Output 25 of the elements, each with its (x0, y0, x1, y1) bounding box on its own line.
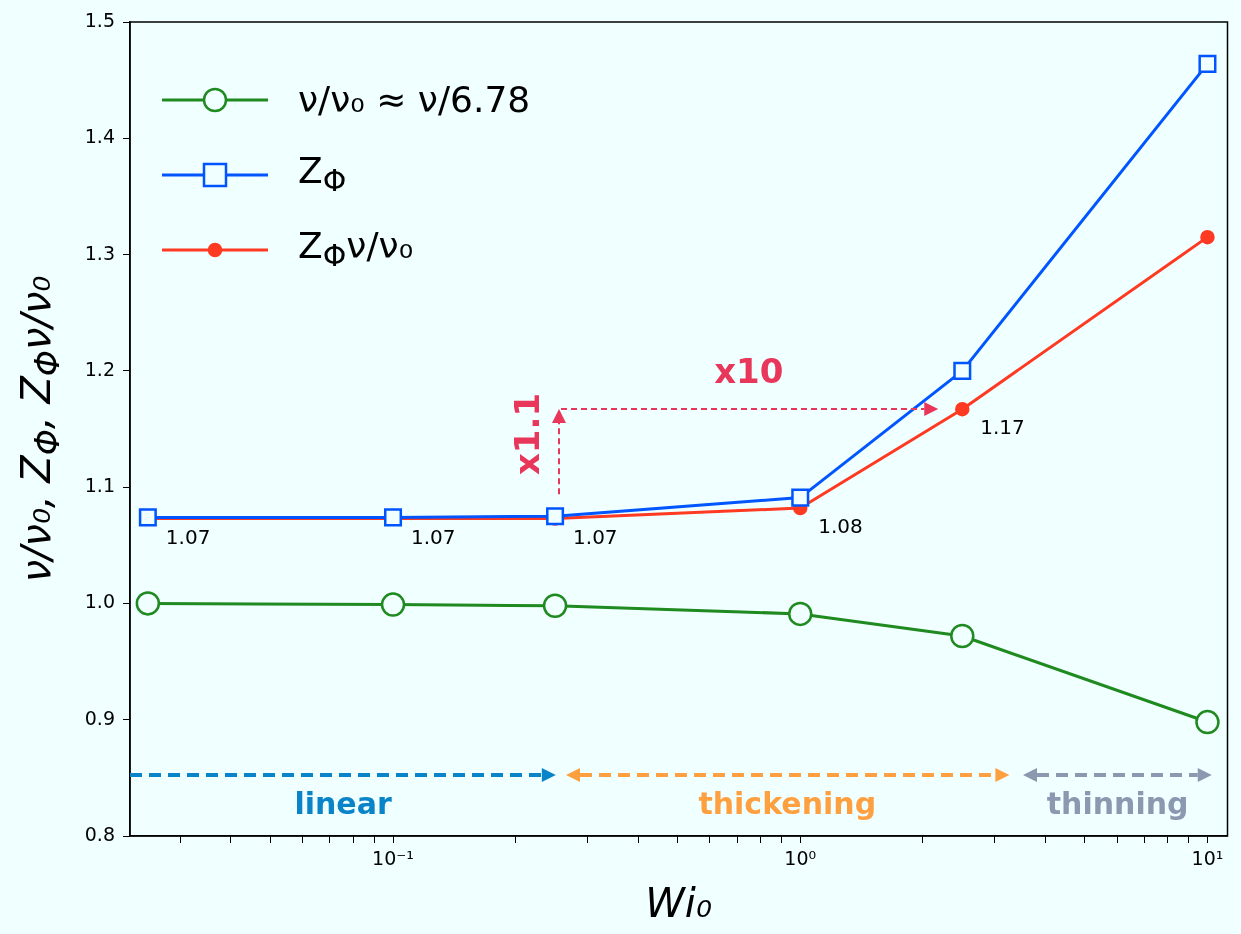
x-tick-label: 10¹ (1191, 847, 1224, 870)
data-label: 1.07 (165, 524, 211, 549)
legend-label: Z$_{Φ}$ (298, 150, 347, 199)
annotation: linear (294, 786, 392, 821)
legend-label: Z$_{Φ}$ν/ν₀ (298, 225, 414, 274)
data-label: 1.07 (411, 524, 456, 549)
y-tick-label: 1.1 (84, 474, 115, 497)
data-label: 1.08 (818, 514, 863, 539)
data-label: 1.17 (980, 415, 1025, 440)
annotation: x10 (714, 351, 784, 392)
y-tick-label: 1.3 (84, 241, 115, 264)
y-tick-label: 0.9 (84, 706, 115, 729)
y-tick-label: 0.8 (84, 822, 115, 845)
x-tick-label: 10⁰ (784, 847, 817, 870)
annotation: thickening (698, 786, 877, 821)
data-label: 1.07 (573, 524, 618, 549)
x-axis-title: Wi₀ (645, 880, 712, 926)
y-tick-label: 1.2 (84, 357, 115, 380)
x-tick-label: 10⁻¹ (372, 847, 414, 870)
annotation: thinning (1046, 786, 1189, 821)
y-tick-label: 1.0 (84, 590, 115, 613)
y-tick-label: 1.4 (84, 125, 115, 148)
annotation: x1.1 (507, 393, 548, 476)
legend-label: ν/ν₀ ≈ ν/6.78 (298, 79, 531, 120)
y-tick-label: 1.5 (84, 8, 115, 31)
